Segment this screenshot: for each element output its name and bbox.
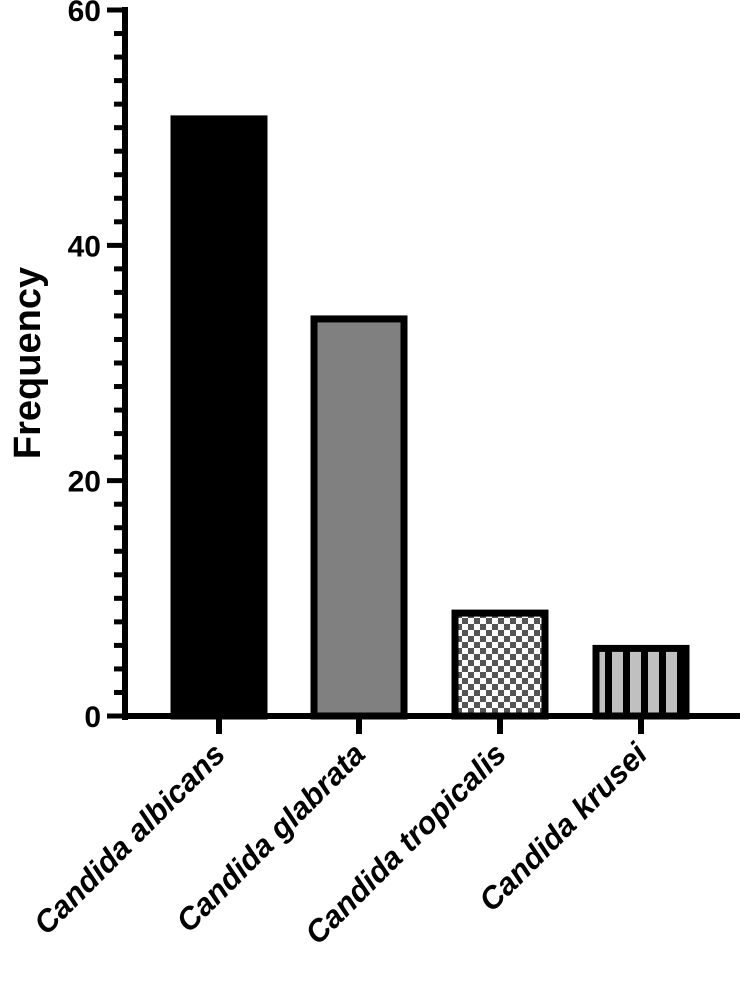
y-tick-label: 20 <box>68 466 101 499</box>
y-axis: 0 20 40 60 <box>68 0 128 734</box>
y-axis-label: Frequency <box>7 267 49 459</box>
bars-group <box>170 115 690 720</box>
bar-candida-krusei <box>592 644 690 720</box>
y-tick-label: 60 <box>68 0 101 28</box>
bar-candida-albicans <box>170 115 268 720</box>
y-tick-label: 0 <box>84 701 101 734</box>
y-tick-label: 40 <box>68 230 101 263</box>
bar-candida-tropicalis <box>451 609 549 720</box>
bar-candida-glabrata <box>310 315 408 720</box>
